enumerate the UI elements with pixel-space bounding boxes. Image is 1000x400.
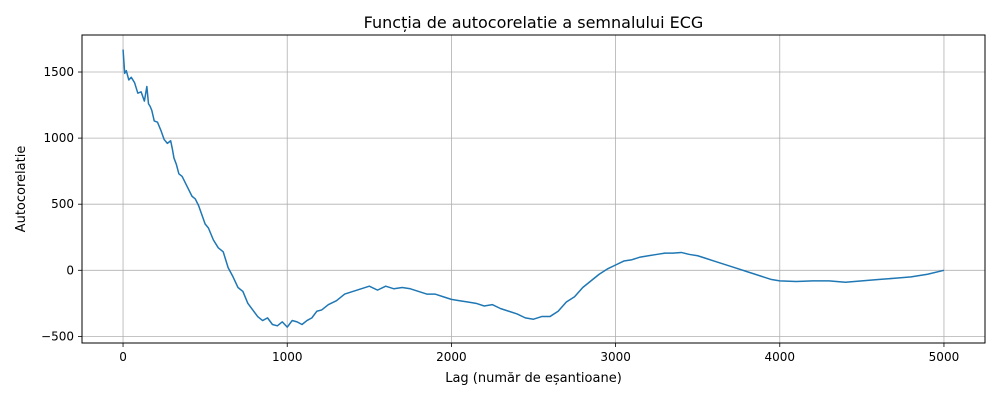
- chart-title: Funcția de autocorelatie a semnalului EC…: [364, 13, 704, 32]
- y-axis-ticks: −500 0 500 1000 1500: [41, 65, 82, 343]
- x-axis-label: Lag (număr de eșantioane): [445, 371, 622, 386]
- y-tick-label: −500: [41, 329, 74, 343]
- autocorrelation-line: [122, 49, 945, 328]
- y-tick-label: 1500: [43, 65, 74, 79]
- x-tick-label: 1000: [272, 350, 303, 364]
- y-tick-label: 500: [51, 197, 74, 211]
- x-tick-label: 5000: [929, 350, 960, 364]
- x-tick-label: 0: [119, 350, 127, 364]
- x-axis-ticks: 0 1000 2000 3000 4000 5000: [119, 343, 959, 364]
- y-axis-label: Autocorelatie: [14, 146, 29, 233]
- y-tick-label: 1000: [43, 131, 74, 145]
- grid: [82, 35, 985, 343]
- x-tick-label: 3000: [600, 350, 631, 364]
- y-tick-label: 0: [66, 263, 74, 277]
- x-tick-label: 2000: [436, 350, 467, 364]
- axes-frame: [81, 34, 986, 344]
- x-tick-label: 4000: [764, 350, 795, 364]
